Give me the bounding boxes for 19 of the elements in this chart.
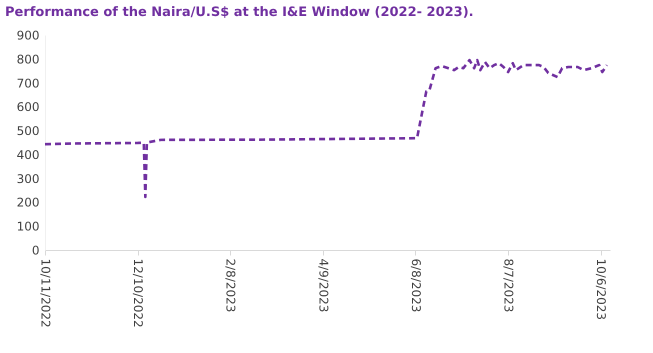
y-tick-label: 500	[16, 124, 40, 138]
x-tick-label: 12/10/2022	[131, 258, 146, 328]
x-tick-label: 10/11/2022	[38, 258, 52, 328]
x-tick-label: 8/7/2023	[502, 258, 516, 312]
y-tick-label: 700	[16, 76, 40, 90]
x-tick-label: 4/9/2023	[316, 258, 330, 312]
y-tick-label: 600	[16, 100, 40, 114]
y-tick-label: 0	[32, 244, 40, 258]
line-series	[44, 58, 608, 198]
y-tick-label: 200	[16, 196, 40, 210]
y-tick-label: 100	[16, 220, 40, 234]
y-tick-label: 300	[16, 172, 40, 186]
chart-title: Performance of the Naira/U.S$ at the I&E Window (2022- 2023).	[5, 5, 474, 20]
y-tick-label: 900	[16, 28, 40, 42]
y-tick-label: 400	[16, 148, 40, 162]
x-tick-label: 10/6/2023	[594, 258, 608, 320]
x-tick-label: 2/8/2023	[224, 258, 238, 312]
y-tick-label: 800	[16, 52, 40, 66]
x-tick-label: 6/8/2023	[408, 258, 423, 312]
